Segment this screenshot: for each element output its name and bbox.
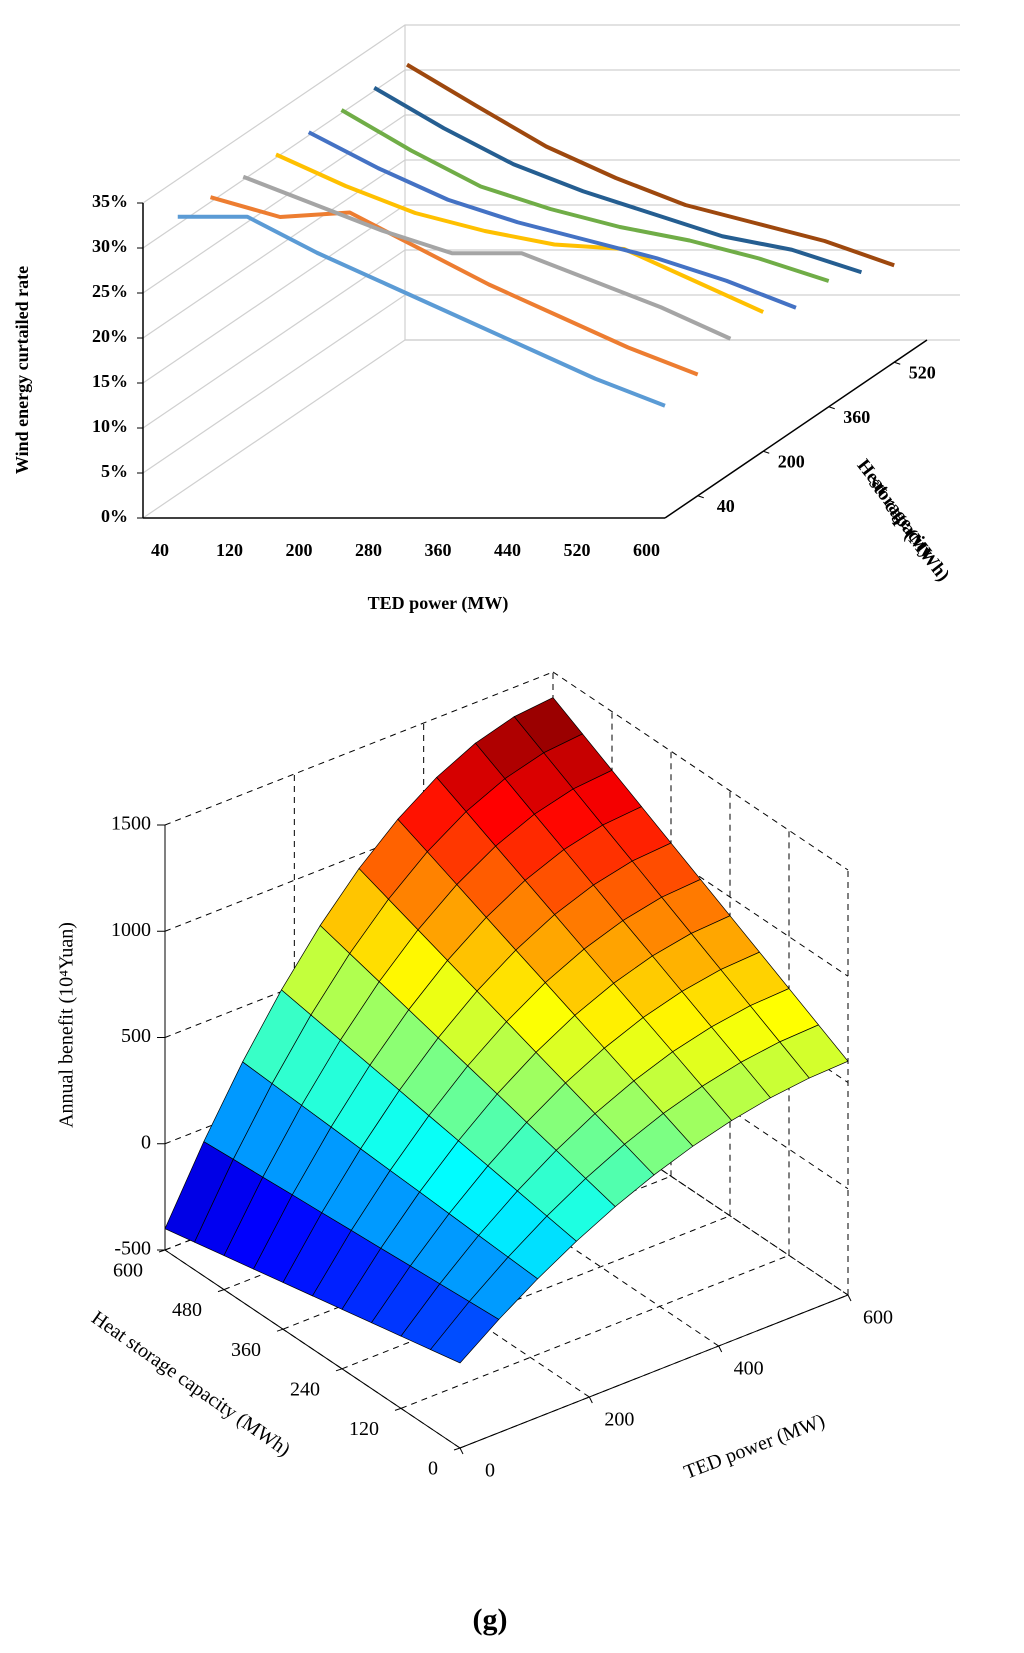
z-tick <box>697 495 704 499</box>
x-tick <box>588 1396 593 1404</box>
y-tick-label: 600 <box>113 1260 143 1282</box>
y-tick-label: 240 <box>290 1378 320 1400</box>
grid-line <box>552 671 849 871</box>
x-tick-label: 40 <box>151 540 169 560</box>
x-tick-label: 440 <box>494 540 521 560</box>
z-axis <box>664 339 928 519</box>
series-line <box>177 214 666 408</box>
series-line <box>275 152 765 314</box>
z-tick-label: 1000 <box>111 919 151 941</box>
y-tick <box>394 1407 402 1411</box>
z-tick-label: 1500 <box>111 813 151 835</box>
series-line <box>242 174 732 341</box>
x-tick-label: 360 <box>425 540 452 560</box>
z-axis-title: Annual benefit (10⁴Yuan) <box>56 922 78 1128</box>
z-tick-label: 520 <box>909 362 936 382</box>
series-line <box>307 130 797 310</box>
x-tick-label: 600 <box>863 1307 893 1329</box>
y-tick <box>453 1447 461 1451</box>
x-tick-label: 120 <box>216 540 243 560</box>
y-tick-label: 0% <box>101 506 128 526</box>
z-tick-label: 200 <box>778 451 805 471</box>
series-line <box>405 62 895 268</box>
grid-line <box>423 1147 719 1347</box>
series-line <box>340 108 830 283</box>
grid-line <box>341 1215 731 1370</box>
grid-line <box>164 671 554 826</box>
x-tick-label: 600 <box>633 540 660 560</box>
x-tick-label: 400 <box>734 1358 764 1380</box>
x-tick <box>459 1447 464 1455</box>
y-tick-label: 0 <box>428 1458 438 1480</box>
x-tick-label: 200 <box>604 1409 634 1431</box>
x-axis-title: TED power (MW) <box>368 593 509 614</box>
x-tick <box>718 1345 723 1353</box>
y-tick <box>276 1328 284 1332</box>
z-tick <box>894 361 901 365</box>
y-tick-label: 5% <box>101 461 128 481</box>
x-tick <box>847 1294 852 1302</box>
y-axis-title: Wind energy curtailed rate <box>12 266 32 474</box>
z-tick-label: 40 <box>717 496 735 516</box>
y-tick-label: 25% <box>92 281 128 301</box>
y-tick-label: 15% <box>92 371 128 391</box>
grid-line <box>164 884 554 1038</box>
grid-line <box>400 1254 790 1409</box>
x-tick-label: 520 <box>564 540 591 560</box>
grid-line <box>552 1096 849 1296</box>
x-tick-label: 0 <box>485 1460 495 1482</box>
y-tick-label: 360 <box>231 1339 261 1361</box>
z-tick-label: 500 <box>121 1025 151 1047</box>
y-tick-label: 30% <box>92 236 128 256</box>
z-tick <box>828 406 835 410</box>
chart-surface: -500 0 500 1000 1500 0 120 240 360 480 600 0 200 400 6… <box>111 671 893 1482</box>
y-tick-label: 20% <box>92 326 128 346</box>
z-tick-label: 0 <box>141 1131 151 1153</box>
grid-line <box>164 777 554 932</box>
y-tick-label: 35% <box>92 191 128 211</box>
y-tick <box>158 1249 166 1253</box>
caption: (g) <box>473 1603 508 1636</box>
z-tick <box>763 450 770 454</box>
y-tick-label: 10% <box>92 416 128 436</box>
z-tick-label: 360 <box>843 407 870 427</box>
x-tick-label: 200 <box>286 540 313 560</box>
y-axis <box>164 1249 461 1449</box>
surface-cell <box>429 1301 500 1364</box>
series-line <box>209 195 699 377</box>
series-line <box>373 86 863 275</box>
x-tick-label: 280 <box>355 540 382 560</box>
x-axis <box>459 1294 849 1449</box>
y-tick-label: 120 <box>349 1418 379 1440</box>
y-tick <box>217 1289 225 1293</box>
y-tick <box>335 1368 343 1372</box>
z-tick-label: -500 <box>114 1238 151 1260</box>
y-tick-label: 480 <box>172 1299 202 1321</box>
